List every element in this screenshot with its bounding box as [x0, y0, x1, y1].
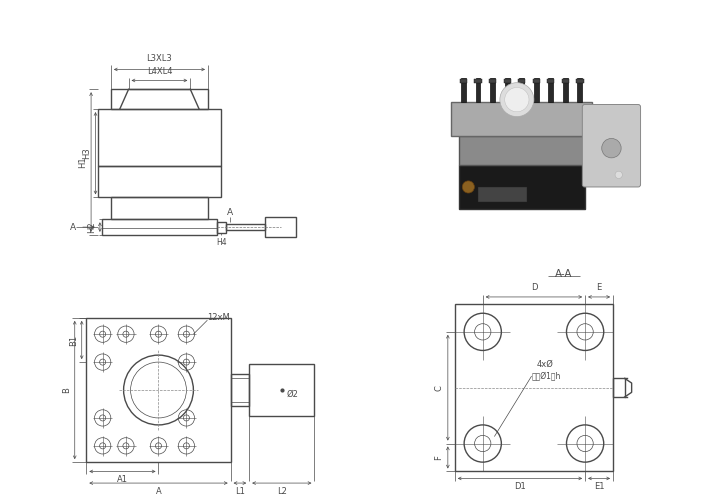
Bar: [250, 364, 315, 416]
Bar: [578, 78, 582, 102]
Bar: [98, 109, 221, 166]
Bar: [226, 224, 265, 230]
Bar: [231, 374, 250, 406]
Bar: [455, 304, 613, 471]
Bar: [111, 198, 208, 219]
Bar: [461, 78, 466, 102]
Text: B: B: [62, 387, 72, 393]
Bar: [475, 78, 480, 102]
Bar: [490, 78, 495, 102]
Text: L1: L1: [235, 487, 245, 495]
Bar: [111, 89, 208, 109]
Bar: [505, 78, 510, 102]
Bar: [534, 78, 538, 102]
Text: 4xØ: 4xØ: [536, 360, 553, 369]
Text: D: D: [531, 283, 537, 292]
Text: H3: H3: [82, 148, 91, 159]
Bar: [478, 187, 526, 201]
Text: L4XL4: L4XL4: [147, 67, 172, 76]
Text: H2: H2: [88, 221, 97, 233]
Bar: [503, 79, 511, 83]
Circle shape: [500, 83, 534, 117]
Bar: [548, 78, 553, 102]
Bar: [489, 79, 496, 83]
Bar: [458, 136, 585, 165]
Text: A: A: [156, 487, 162, 495]
Bar: [451, 102, 592, 136]
Bar: [458, 165, 585, 209]
Bar: [576, 79, 583, 83]
Text: A1: A1: [117, 475, 128, 484]
Bar: [533, 79, 540, 83]
FancyBboxPatch shape: [582, 104, 641, 187]
Bar: [460, 79, 467, 83]
Bar: [87, 318, 231, 462]
Text: D1: D1: [514, 482, 526, 491]
Bar: [613, 378, 625, 397]
Text: L2: L2: [277, 487, 287, 495]
Text: F: F: [434, 455, 443, 460]
Text: 12xM: 12xM: [207, 313, 230, 322]
Bar: [98, 166, 221, 198]
Circle shape: [463, 181, 474, 193]
Text: H1: H1: [78, 156, 87, 168]
Text: L3XL3: L3XL3: [147, 54, 172, 63]
Text: E1: E1: [594, 482, 604, 491]
Text: 沉孔Ø1深h: 沉孔Ø1深h: [531, 372, 561, 381]
Bar: [562, 79, 569, 83]
Bar: [518, 79, 526, 83]
Bar: [563, 78, 568, 102]
Bar: [217, 222, 226, 233]
Bar: [547, 79, 554, 83]
Text: A: A: [69, 223, 76, 232]
Text: B1: B1: [69, 335, 78, 346]
Text: A: A: [227, 208, 233, 217]
Circle shape: [505, 88, 529, 112]
Bar: [474, 79, 482, 83]
Bar: [519, 78, 524, 102]
Text: Ø2: Ø2: [287, 390, 298, 399]
Text: E: E: [596, 283, 602, 292]
Text: A-A: A-A: [556, 269, 573, 279]
Bar: [265, 217, 296, 237]
Circle shape: [602, 139, 621, 158]
Text: C: C: [434, 385, 443, 391]
Bar: [102, 219, 217, 235]
Circle shape: [615, 171, 622, 179]
Text: H4: H4: [216, 238, 227, 247]
